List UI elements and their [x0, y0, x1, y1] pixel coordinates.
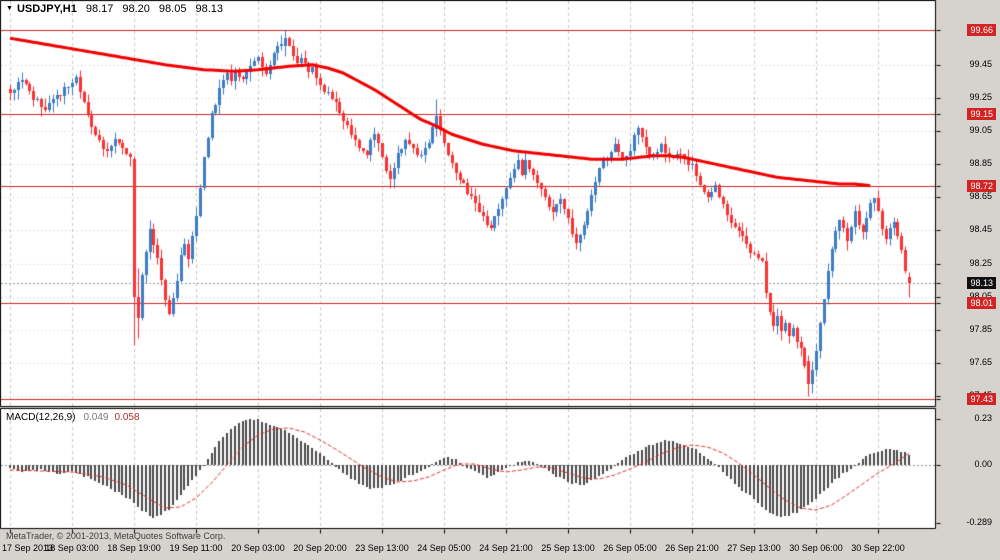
chart-header: ▼ USDJPY,H1 98.17 98.20 98.05 98.13	[6, 3, 223, 15]
symbol-dropdown-icon: ▼	[6, 5, 13, 12]
main-chart-window[interactable]	[0, 0, 936, 406]
price-tick-label: 98.65	[969, 191, 992, 201]
indicator-label: MACD(12,26,9)	[6, 412, 76, 423]
window-splitter[interactable]	[0, 405, 936, 410]
price-tick-label: 98.25	[969, 258, 992, 268]
level-price-tag: 99.66	[967, 24, 996, 36]
indicator-scale-label: -0.289	[966, 517, 992, 527]
symbol-title: USDJPY,H1	[16, 3, 77, 15]
price-tick-label: 99.05	[969, 125, 992, 135]
time-axis-label: 24 Sep 05:00	[417, 543, 471, 553]
time-axis-label: 30 Sep 06:00	[789, 543, 843, 553]
time-axis-label: 24 Sep 21:00	[479, 543, 533, 553]
time-axis-label: 17 Sep 2013	[2, 543, 54, 553]
price-tick-label: 98.45	[969, 224, 992, 234]
time-axis-label: 27 Sep 13:00	[727, 543, 781, 553]
indicator-window[interactable]	[0, 409, 936, 529]
time-axis-label: 20 Sep 03:00	[231, 543, 285, 553]
time-axis-label: 26 Sep 05:00	[603, 543, 657, 553]
time-axis-label: 18 Sep 03:00	[45, 543, 99, 553]
ohlc-low: 98.05	[158, 3, 187, 15]
time-axis-label: 26 Sep 21:00	[665, 543, 719, 553]
price-tick-label: 97.65	[969, 357, 992, 367]
ohlc-open: 98.17	[85, 3, 114, 15]
time-axis-label: 19 Sep 11:00	[169, 543, 223, 553]
price-tick-label: 99.45	[969, 59, 992, 69]
level-price-tag: 98.01	[967, 297, 996, 309]
price-tick-label: 99.25	[969, 92, 992, 102]
price-tick-label: 97.85	[969, 324, 992, 334]
indicator-header: MACD(12,26,9) 0.049 0.058	[6, 412, 140, 423]
ohlc-close: 98.13	[195, 3, 223, 15]
price-scale[interactable]: 99.45 99.25 99.05 98.85 98.65 98.45 98.25 98.05…	[936, 0, 1000, 560]
time-axis-label: 30 Sep 22:00	[851, 543, 905, 553]
copyright-watermark: MetaTrader, © 2001-2013, MetaQuotes Soft…	[6, 531, 226, 541]
ohlc-high: 98.20	[122, 3, 150, 15]
indicator-scale-label: 0.23	[974, 413, 992, 423]
time-axis-label: 25 Sep 13:00	[541, 543, 595, 553]
time-axis-label: 18 Sep 19:00	[107, 543, 161, 553]
level-price-tag: 98.72	[967, 180, 996, 192]
current-price-tag: 98.13	[967, 277, 996, 289]
time-axis[interactable]: 17 Sep 2013 18 Sep 03:00 18 Sep 19:00 19 Se…	[0, 529, 936, 560]
price-tick-label: 98.85	[969, 158, 992, 168]
level-price-tag: 97.43	[967, 393, 996, 405]
time-axis-label: 23 Sep 13:00	[355, 543, 409, 553]
indicator-scale-label: 0.00	[974, 459, 992, 469]
indicator-signal-value: 0.058	[114, 412, 140, 423]
level-price-tag: 99.15	[967, 108, 996, 120]
time-axis-label: 20 Sep 20:00	[293, 543, 347, 553]
price-tick-label: 98.05	[969, 291, 992, 301]
indicator-main-value: 0.049	[83, 412, 109, 423]
